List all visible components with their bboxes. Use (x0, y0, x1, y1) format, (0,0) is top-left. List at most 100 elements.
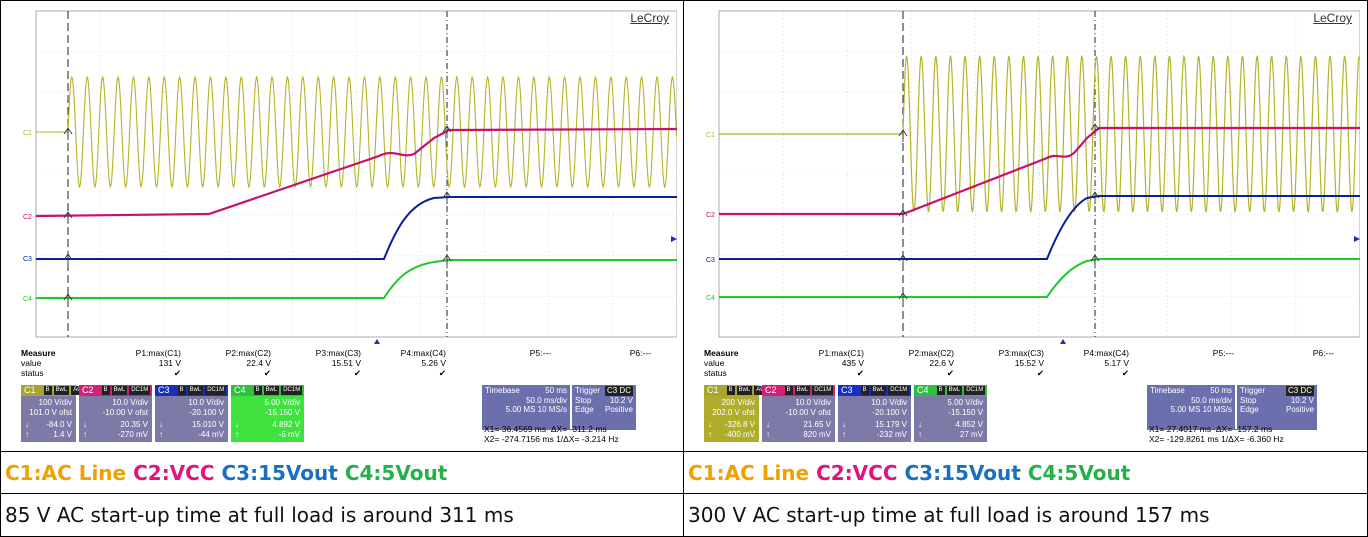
scope-cell-left: C1 C2 C3 C4 LeCroy Measure P1:max(C1) P2:ma… (1, 1, 684, 452)
measure-header-p6: P6:--- (629, 348, 651, 358)
channel-box-c2[interactable]: C2 B BwL DC1M 10.0 V/div -10.00 V ofst ↓ 20.3… (79, 385, 152, 442)
c4-5vout-trace (36, 259, 677, 299)
cursor-intersect-marker (898, 209, 908, 222)
channel-legend: C1:AC Line C2:VCC C3:15Vout C4:5Vout (5, 461, 447, 485)
cursor-intersect-marker (1090, 254, 1100, 267)
legend-c3: C3:15Vout (221, 461, 338, 485)
measure-header-p2: P2:max(C2) (908, 348, 954, 358)
cursor-intersect-marker (63, 293, 73, 306)
caption-cell-left: 85 V AC start-up time at full load is ar… (1, 494, 684, 536)
channel-level-marker-c4: C4 (706, 295, 715, 302)
timebase-box[interactable]: Timebase 50 ms 50.0 ms/div 5.00 MS 10 MS/… (1147, 385, 1235, 430)
trigger-level-marker (1354, 236, 1360, 242)
c4-5vout-trace (719, 258, 1360, 298)
measure-value-p4: 5.26 V (421, 358, 446, 368)
channel-level-marker-c3: C3 (706, 257, 715, 264)
channel-level-marker-c3: C3 (23, 256, 32, 263)
measure-value-label: value (21, 358, 42, 368)
channel-box-c1[interactable]: C1 B BwL AC 200 V/div 202.0 V ofst ↓ -326.8 V… (704, 385, 767, 442)
legend-c4: C4:5Vout (344, 461, 448, 485)
measure-status-label: status (21, 368, 44, 378)
channel-level-marker-c1: C1 (23, 130, 32, 137)
cursor-intersect-marker (898, 129, 908, 142)
measure-header-p1: P1:max(C1) (135, 348, 181, 358)
measure-header-p2: P2:max(C2) (225, 348, 271, 358)
channel-box-c2[interactable]: C2 B BwL DC1M 10.0 V/div -10.00 V ofst ↓ 21.6… (762, 385, 835, 442)
c1-ac-line-trace (719, 54, 1360, 214)
measure-table: Measure P1:max(C1) P2:max(C2) P3:max(C3)… (4, 348, 677, 384)
channel-legend: C1:AC Line C2:VCC C3:15Vout C4:5Vout (688, 461, 1130, 485)
cursor-intersect-marker (442, 191, 452, 204)
measure-status-p4: ✔ (1121, 368, 1129, 378)
trigger-time-marker (1060, 339, 1066, 344)
channel-level-marker-c4: C4 (23, 296, 32, 303)
legend-c4: C4:5Vout (1027, 461, 1131, 485)
measure-header-p4: P4:max(C4) (400, 348, 446, 358)
measure-status-p3: ✔ (353, 368, 361, 378)
measure-label: Measure (21, 348, 56, 358)
cursor-intersect-marker (63, 211, 73, 224)
measure-value-p3: 15.51 V (331, 358, 361, 368)
channel-box-c3[interactable]: C3 B BwL DC1M 10.0 V/div -20.100 V ↓ 15.010 V… (155, 385, 228, 442)
lecroy-logo: LeCroy (1313, 11, 1352, 25)
legend-c1: C1:AC Line (688, 461, 810, 485)
measure-value-label: value (704, 358, 725, 368)
measure-header-p3: P3:max(C3) (998, 348, 1044, 358)
measure-value-p3: 15.52 V (1014, 358, 1044, 368)
measure-header-p4: P4:max(C4) (1083, 348, 1129, 358)
cursor-intersect-marker (1090, 123, 1100, 136)
measure-status-p1: ✔ (856, 368, 864, 378)
c1-ac-line-trace (36, 75, 677, 189)
measure-status-p4: ✔ (438, 368, 446, 378)
measure-header-p1: P1:max(C1) (818, 348, 864, 358)
measure-status-p2: ✔ (263, 368, 271, 378)
legend-c3: C3:15Vout (904, 461, 1021, 485)
c2-vcc-trace (35, 127, 677, 218)
cursor-intersect-marker (442, 254, 452, 267)
cursor-intersect-marker (63, 253, 73, 266)
scope-cell-right: C1 C2 C3 C4 LeCroy Measure P1:max(C1) P2:ma… (684, 1, 1367, 452)
channel-box-c4[interactable]: C4 B BwL DC1M 5.00 V/div -15.150 V ↓ 4.892 V … (231, 385, 304, 442)
trigger-box[interactable]: Trigger C3 DC Stop 10.2 V Edge Positive (1237, 385, 1317, 430)
timebase-box[interactable]: Timebase 50 ms 50.0 ms/div 5.00 MS 10 MS/… (482, 385, 570, 430)
lecroy-logo: LeCroy (630, 11, 669, 25)
measure-header-p5: P5:--- (529, 348, 551, 358)
measure-status-p1: ✔ (173, 368, 181, 378)
measure-value-p1: 131 V (158, 358, 181, 368)
cursor-intersect-marker (898, 254, 908, 267)
c2-vcc-trace (719, 126, 1360, 216)
waveform-display: C1 C2 C3 C4 (23, 10, 677, 344)
graticule-border (718, 10, 1360, 338)
caption-85v: 85 V AC start-up time at full load is ar… (5, 503, 514, 527)
measure-header-p6: P6:--- (1312, 348, 1334, 358)
channel-box-c4[interactable]: C4 B BwL DC1M 5.00 V/div -15.150 V ↓ 4.852 V … (914, 385, 987, 442)
trigger-level-marker (671, 236, 677, 242)
measure-table: Measure P1:max(C1) P2:max(C2) P3:max(C3)… (687, 348, 1360, 384)
channel-level-marker-c2: C2 (23, 214, 32, 221)
legend-cell-left: C1:AC Line C2:VCC C3:15Vout C4:5Vout (1, 452, 684, 494)
measure-status-label: status (704, 368, 727, 378)
caption-300v: 300 V AC start-up time at full load is a… (688, 503, 1210, 527)
channel-box-c3[interactable]: C3 B BwL DC1M 10.0 V/div -20.100 V ↓ 15.179 V… (838, 385, 911, 442)
measure-status-p2: ✔ (946, 368, 954, 378)
c3-15vout-trace (719, 195, 1360, 260)
waveform-display: C1 C2 C3 C4 (706, 10, 1360, 344)
legend-c2: C2:VCC (133, 461, 215, 485)
caption-cell-right: 300 V AC start-up time at full load is a… (684, 494, 1367, 536)
measure-status-p3: ✔ (1036, 368, 1044, 378)
graticule-border (35, 10, 677, 338)
measure-value-p2: 22.6 V (929, 358, 954, 368)
trigger-time-marker (374, 339, 380, 344)
oscilloscope-screenshot-85v: C1 C2 C3 C4 LeCroy Measure P1:max(C1) P2:ma… (4, 4, 677, 447)
measure-header-p3: P3:max(C3) (315, 348, 361, 358)
channel-level-marker-c1: C1 (706, 132, 715, 139)
legend-cell-right: C1:AC Line C2:VCC C3:15Vout C4:5Vout (684, 452, 1367, 494)
legend-c1: C1:AC Line (5, 461, 127, 485)
trigger-box[interactable]: Trigger C3 DC Stop 10.2 V Edge Positive (572, 385, 636, 430)
measure-value-p1: 435 V (841, 358, 864, 368)
channel-box-c1[interactable]: C1 B BwL AC 100 V/div 101.0 V ofst ↓ -84.0 V … (21, 385, 84, 442)
measure-value-p2: 22.4 V (246, 358, 271, 368)
oscilloscope-screenshot-300v: C1 C2 C3 C4 LeCroy Measure P1:max(C1) P2:ma… (687, 4, 1360, 447)
legend-c2: C2:VCC (816, 461, 898, 485)
